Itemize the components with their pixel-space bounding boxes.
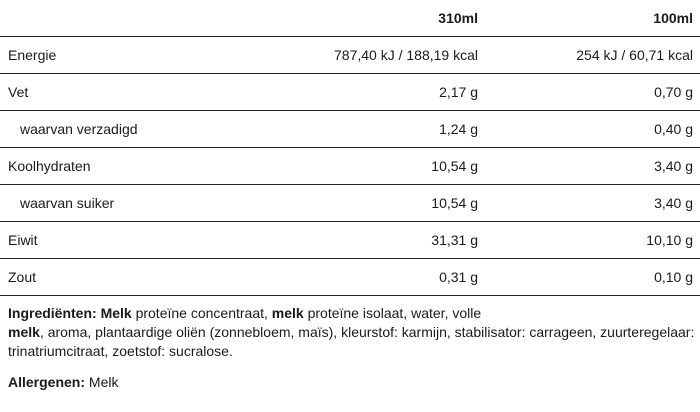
ingredients-text: Ingrediënten: Melk proteïne concentraat,… (8, 304, 698, 361)
header-310ml: 310ml (280, 0, 478, 37)
allergens-label: Allergenen: (8, 374, 86, 390)
value-310ml: 10,54 g (280, 184, 478, 222)
ingredient-text: melk (8, 324, 40, 340)
value-310ml: 2,17 g (280, 73, 478, 111)
ingredient-text: Melk (100, 305, 132, 321)
value-100ml: 3,40 g (478, 147, 700, 185)
value-310ml: 31,31 g (280, 221, 478, 259)
ingredient-text: proteïne isolaat, water, volle (303, 305, 482, 321)
ingredient-text: melk (271, 305, 304, 321)
table-row: Zout 0,31 g 0,10 g (0, 258, 700, 296)
value-310ml: 1,24 g (280, 110, 478, 148)
table-row: Koolhydraten 10,54 g 3,40 g (0, 147, 700, 185)
allergens-value: Melk (85, 374, 119, 390)
table-row: Energie 787,40 kJ / 188,19 kcal 254 kJ / 6… (0, 36, 700, 74)
table-row: waarvan suiker 10,54 g 3,40 g (0, 184, 700, 222)
header-label (0, 0, 280, 37)
ingredient-text: , aroma, plantaardige oliën (zonnebloem,… (8, 324, 695, 359)
nutrient-label: Eiwit (0, 221, 280, 259)
ingredient-text: proteïne concentraat, (131, 305, 272, 321)
value-310ml: 0,31 g (280, 258, 478, 296)
allergens-text: Allergenen: Melk (8, 374, 118, 390)
value-100ml: 0,40 g (478, 110, 700, 148)
table-row: Eiwit 31,31 g 10,10 g (0, 221, 700, 259)
value-100ml: 254 kJ / 60,71 kcal (478, 36, 700, 74)
nutrient-label: Koolhydraten (0, 147, 280, 185)
table-row: waarvan verzadigd 1,24 g 0,40 g (0, 110, 700, 148)
table-row: Vet 2,17 g 0,70 g (0, 73, 700, 111)
value-100ml: 3,40 g (478, 184, 700, 222)
nutrient-label: Energie (0, 36, 280, 74)
nutrient-label: waarvan suiker (0, 184, 280, 222)
nutrient-label: Zout (0, 258, 280, 296)
value-100ml: 0,10 g (478, 258, 700, 296)
value-100ml: 10,10 g (478, 221, 700, 259)
nutrient-label: Vet (0, 73, 280, 111)
value-100ml: 0,70 g (478, 73, 700, 111)
header-row: 310ml 100ml (0, 0, 700, 37)
value-310ml: 10,54 g (280, 147, 478, 185)
header-100ml: 100ml (478, 0, 700, 37)
nutrient-label: waarvan verzadigd (0, 110, 280, 148)
ingredients-label: Ingrediënten: (8, 305, 97, 321)
nutrition-table: 310ml 100ml Energie 787,40 kJ / 188,19 kc… (0, 0, 700, 296)
value-310ml: 787,40 kJ / 188,19 kcal (280, 36, 478, 74)
